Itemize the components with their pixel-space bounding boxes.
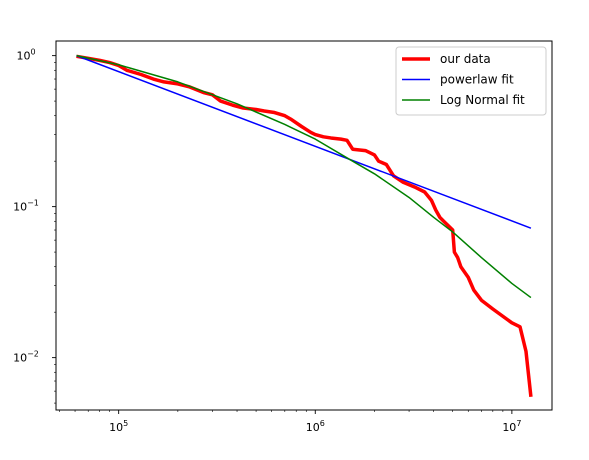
x-tick-label: 106 xyxy=(306,419,325,434)
legend-box xyxy=(395,46,547,116)
y-tick-label: 100 xyxy=(16,48,35,63)
x-tick-label: 107 xyxy=(502,419,521,434)
legend-label: Log Normal fit xyxy=(440,93,525,107)
legend-label: our data xyxy=(440,52,491,66)
x-tick-label: 105 xyxy=(109,419,128,434)
legend: our data powerlaw fit Log Normal fit xyxy=(395,46,547,116)
y-tick-label: 10−1 xyxy=(13,199,39,214)
series-line-log-normal-fit xyxy=(76,54,532,299)
axis-ticks: 105 106 107 10−2 10−1 100 xyxy=(13,48,521,434)
series-line-our-data xyxy=(76,54,533,398)
series-line-powerlaw-fit xyxy=(76,54,532,229)
legend-label: powerlaw fit xyxy=(440,73,514,87)
plot-frame xyxy=(55,40,553,411)
y-tick-label: 10−2 xyxy=(13,350,39,365)
